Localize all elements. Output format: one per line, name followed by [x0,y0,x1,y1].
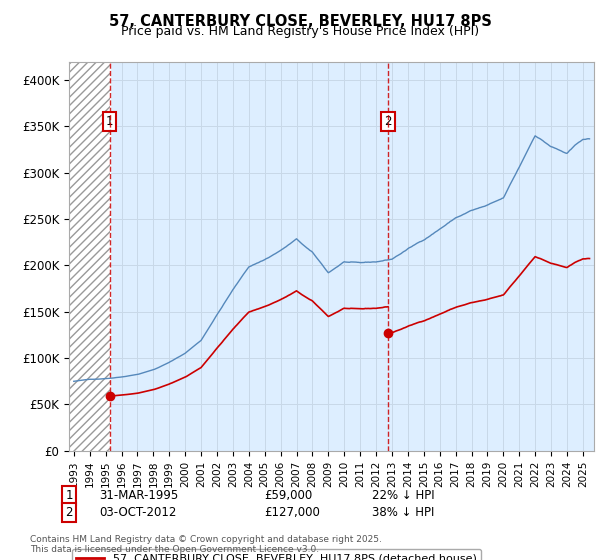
Text: 38% ↓ HPI: 38% ↓ HPI [372,506,434,519]
Text: 22% ↓ HPI: 22% ↓ HPI [372,489,434,502]
Text: 2: 2 [384,115,392,128]
Bar [69,62,110,451]
Text: 03-OCT-2012: 03-OCT-2012 [99,506,176,519]
Text: 57, CANTERBURY CLOSE, BEVERLEY, HU17 8PS: 57, CANTERBURY CLOSE, BEVERLEY, HU17 8PS [109,14,491,29]
Legend: 57, CANTERBURY CLOSE, BEVERLEY, HU17 8PS (detached house), HPI: Average price, d: 57, CANTERBURY CLOSE, BEVERLEY, HU17 8PS… [72,549,481,560]
Text: £59,000: £59,000 [264,489,312,502]
Bar [69,62,110,451]
Text: 31-MAR-1995: 31-MAR-1995 [99,489,178,502]
Text: 1: 1 [65,489,73,502]
Text: Price paid vs. HM Land Registry's House Price Index (HPI): Price paid vs. HM Land Registry's House … [121,25,479,38]
Text: 2: 2 [65,506,73,519]
Text: Contains HM Land Registry data © Crown copyright and database right 2025.
This d: Contains HM Land Registry data © Crown c… [30,535,382,554]
Text: 1: 1 [106,115,113,128]
Text: £127,000: £127,000 [264,506,320,519]
